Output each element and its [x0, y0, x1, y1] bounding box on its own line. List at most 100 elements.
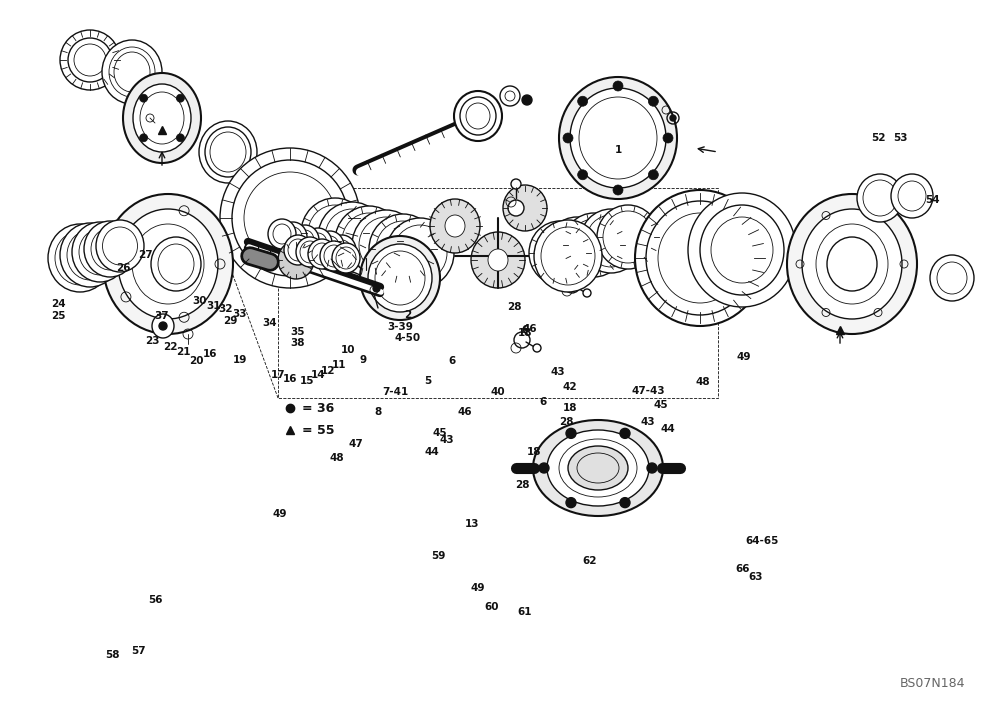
Ellipse shape [570, 88, 666, 188]
Circle shape [578, 170, 588, 180]
Circle shape [522, 95, 532, 105]
Text: 49: 49 [273, 509, 287, 519]
Ellipse shape [688, 193, 796, 307]
Text: 20: 20 [189, 356, 203, 366]
Ellipse shape [930, 255, 974, 301]
Text: 18: 18 [527, 447, 541, 457]
Circle shape [564, 277, 580, 293]
Circle shape [566, 498, 576, 508]
Text: 4-50: 4-50 [395, 333, 421, 343]
Text: 28: 28 [515, 480, 529, 490]
Text: 19: 19 [233, 355, 247, 365]
Text: 64-65: 64-65 [745, 536, 779, 546]
Text: BS07N184: BS07N184 [900, 678, 965, 690]
Circle shape [176, 134, 184, 142]
Text: 42: 42 [563, 382, 577, 392]
Circle shape [620, 498, 630, 508]
Ellipse shape [597, 205, 659, 269]
Circle shape [159, 322, 167, 330]
Text: 31: 31 [207, 301, 221, 311]
Text: 18: 18 [518, 329, 532, 338]
Text: 52: 52 [871, 133, 885, 143]
Ellipse shape [60, 223, 120, 287]
Ellipse shape [103, 194, 233, 334]
Ellipse shape [534, 220, 602, 292]
Ellipse shape [199, 121, 257, 183]
Ellipse shape [559, 77, 677, 199]
Ellipse shape [430, 199, 480, 253]
Ellipse shape [352, 210, 420, 280]
Ellipse shape [151, 237, 201, 291]
Ellipse shape [369, 214, 437, 284]
Ellipse shape [580, 209, 642, 273]
Text: 44: 44 [661, 424, 675, 434]
Ellipse shape [857, 174, 903, 222]
Ellipse shape [328, 235, 356, 265]
Ellipse shape [386, 218, 454, 288]
Text: 12: 12 [321, 366, 335, 376]
Ellipse shape [304, 228, 332, 258]
Ellipse shape [301, 198, 369, 268]
Ellipse shape [454, 91, 502, 141]
Circle shape [533, 344, 541, 352]
Text: 28: 28 [507, 302, 521, 312]
Text: 9: 9 [359, 355, 367, 365]
Text: 16: 16 [283, 375, 297, 384]
Text: 18: 18 [563, 403, 577, 413]
Text: 37: 37 [155, 312, 169, 321]
Text: 30: 30 [193, 296, 207, 306]
Ellipse shape [48, 224, 112, 292]
Ellipse shape [268, 219, 296, 249]
Text: 5: 5 [424, 376, 432, 386]
Ellipse shape [320, 241, 348, 271]
Text: 43: 43 [440, 435, 454, 445]
Ellipse shape [563, 213, 625, 277]
Text: 6: 6 [539, 397, 547, 407]
Ellipse shape [568, 446, 628, 490]
Text: 45: 45 [654, 400, 668, 410]
Ellipse shape [96, 220, 144, 272]
Circle shape [613, 185, 623, 195]
Ellipse shape [118, 209, 218, 319]
Ellipse shape [318, 202, 386, 272]
Circle shape [583, 289, 591, 297]
Text: 53: 53 [893, 133, 907, 143]
Ellipse shape [827, 237, 877, 291]
Text: 63: 63 [749, 572, 763, 582]
Text: 33: 33 [233, 309, 247, 319]
Ellipse shape [60, 30, 120, 90]
Circle shape [500, 86, 520, 106]
Ellipse shape [68, 38, 112, 82]
Text: 23: 23 [145, 336, 159, 346]
Text: 13: 13 [465, 519, 479, 529]
Text: 48: 48 [330, 453, 344, 463]
Ellipse shape [133, 84, 191, 152]
Ellipse shape [546, 217, 608, 281]
Ellipse shape [503, 185, 547, 231]
Ellipse shape [279, 222, 307, 252]
Text: 62: 62 [583, 556, 597, 566]
Ellipse shape [332, 243, 360, 273]
Text: 56: 56 [148, 595, 162, 605]
Ellipse shape [891, 174, 933, 218]
Text: 58: 58 [105, 650, 119, 660]
Text: 46: 46 [523, 324, 537, 334]
Ellipse shape [787, 194, 917, 334]
Circle shape [663, 133, 673, 143]
Ellipse shape [102, 40, 162, 104]
Ellipse shape [445, 215, 465, 237]
Circle shape [647, 463, 657, 473]
Text: 8: 8 [374, 407, 382, 417]
Text: 25: 25 [51, 312, 65, 321]
Ellipse shape [284, 235, 312, 265]
Ellipse shape [316, 231, 344, 261]
Text: 24: 24 [51, 299, 65, 309]
Circle shape [176, 94, 184, 102]
Ellipse shape [488, 249, 508, 271]
Circle shape [508, 200, 524, 216]
Text: 29: 29 [223, 316, 237, 326]
Text: 43: 43 [641, 417, 655, 427]
Circle shape [563, 133, 573, 143]
Text: 60: 60 [485, 603, 499, 612]
Text: 49: 49 [471, 583, 485, 593]
